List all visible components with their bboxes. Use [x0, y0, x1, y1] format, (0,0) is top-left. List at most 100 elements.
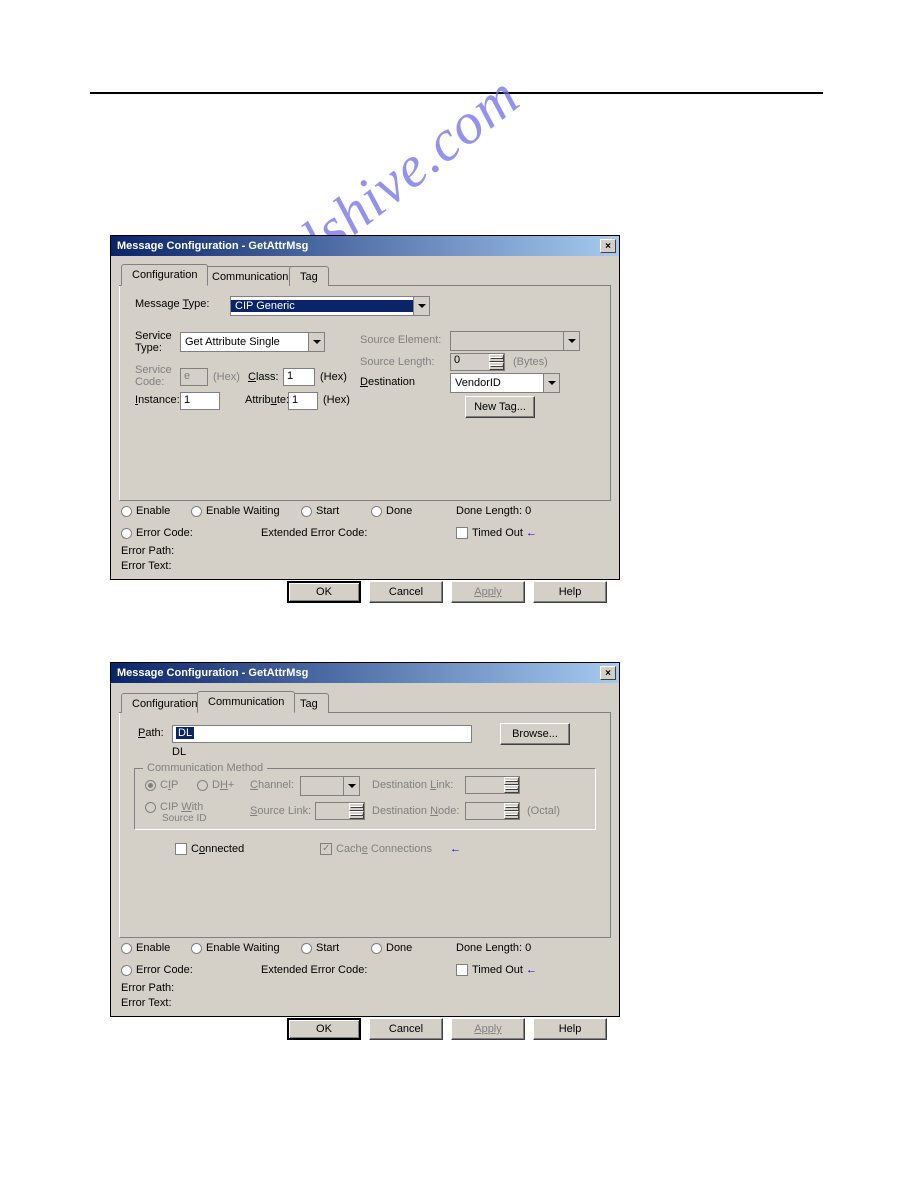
class-input[interactable]: 1	[283, 368, 315, 386]
cancel-label: Cancel	[389, 586, 423, 598]
enable-label: Enable	[136, 942, 170, 954]
spinner-value	[466, 777, 504, 793]
tab-tag[interactable]: Tag	[289, 266, 329, 286]
help-label: Help	[559, 586, 582, 598]
destination-combo[interactable]: VendorID	[450, 373, 560, 393]
titlebar[interactable]: Message Configuration - GetAttrMsg ×	[111, 663, 619, 683]
help-button[interactable]: Help	[533, 581, 607, 603]
ok-label: OK	[316, 586, 332, 598]
status-indicator	[371, 943, 382, 954]
spin-down-icon	[490, 365, 503, 367]
hex-label-2: (Hex)	[320, 371, 347, 383]
tab-label: Communication	[208, 696, 284, 708]
dialog-buttons: OK Cancel Apply Help	[111, 575, 619, 603]
new-tag-label: New Tag...	[474, 401, 526, 413]
dest-node-spinner	[465, 802, 520, 820]
titlebar[interactable]: Message Configuration - GetAttrMsg ×	[111, 236, 619, 256]
radio-icon	[145, 780, 156, 791]
dialog-communication: Message Configuration - GetAttrMsg × Con…	[110, 662, 620, 1017]
timed-out-label: Timed Out	[472, 964, 523, 976]
timed-out-label: Timed Out	[472, 527, 523, 539]
arrow-icon: ←	[526, 964, 537, 976]
close-button[interactable]: ×	[600, 666, 616, 680]
dialog-config: Message Configuration - GetAttrMsg × Con…	[110, 235, 620, 580]
comm-method-title: Communication Method	[143, 762, 267, 774]
tab-label: Configuration	[132, 698, 197, 710]
done-length-value: 0	[525, 505, 531, 517]
path-value: DL	[176, 727, 194, 739]
dest-link-spinner	[465, 776, 520, 794]
channel-combo	[300, 776, 360, 796]
source-element-combo	[450, 331, 580, 351]
spinner-buttons	[504, 803, 519, 819]
enable-label: Enable	[136, 505, 170, 517]
service-type-value: Get Attribute Single	[181, 336, 308, 348]
ok-button[interactable]: OK	[287, 1018, 361, 1040]
browse-button[interactable]: Browse...	[500, 723, 570, 745]
error-code-label: Error Code:	[136, 964, 193, 976]
timed-out-checkbox[interactable]	[456, 964, 468, 976]
radio-icon	[197, 780, 208, 791]
error-path-label: Error Path:	[121, 982, 609, 997]
chevron-down-icon	[348, 784, 356, 788]
status-indicator	[121, 943, 132, 954]
status-indicator	[121, 965, 132, 976]
help-label: Help	[559, 1023, 582, 1035]
tab-label: Configuration	[132, 269, 197, 281]
apply-button[interactable]: Apply	[451, 581, 525, 603]
status-indicator	[191, 943, 202, 954]
close-button[interactable]: ×	[600, 239, 616, 253]
dropdown-button[interactable]	[543, 374, 559, 392]
hex-label-3: (Hex)	[323, 394, 350, 406]
path-input[interactable]: DL	[172, 725, 472, 743]
tab-communication[interactable]: Communication	[201, 266, 299, 286]
dest-node-label: Destination Node:	[372, 805, 459, 817]
enable-waiting-label: Enable Waiting	[206, 942, 280, 954]
timed-out-checkbox[interactable]	[456, 527, 468, 539]
help-button[interactable]: Help	[533, 1018, 607, 1040]
instance-label: Instance:	[135, 394, 180, 406]
instance-input[interactable]: 1	[180, 392, 220, 410]
attribute-input[interactable]: 1	[288, 392, 318, 410]
bytes-label: (Bytes)	[513, 356, 548, 368]
tab-communication[interactable]: Communication	[197, 691, 295, 713]
dropdown-button[interactable]	[413, 297, 429, 315]
ext-error-code-label: Extended Error Code:	[261, 527, 367, 539]
ok-label: OK	[316, 1023, 332, 1035]
connected-label: Connected	[191, 843, 244, 855]
class-label: Class:	[248, 371, 279, 383]
cancel-button[interactable]: Cancel	[369, 581, 443, 603]
status-indicator	[301, 506, 312, 517]
source-id-label: Source ID	[162, 813, 206, 824]
apply-button[interactable]: Apply	[451, 1018, 525, 1040]
service-type-combo[interactable]: Get Attribute Single	[180, 332, 325, 352]
connected-checkbox[interactable]	[175, 843, 187, 855]
new-tag-button[interactable]: New Tag...	[465, 396, 535, 418]
tab-configuration[interactable]: Configuration	[121, 693, 208, 713]
source-link-label: Source Link:	[250, 805, 311, 817]
dropdown-button[interactable]	[308, 333, 324, 351]
error-path-label: Error Path:	[121, 545, 609, 560]
channel-label: Channel:	[250, 779, 294, 791]
message-type-combo[interactable]: CIP Generic	[230, 296, 430, 316]
chevron-down-icon	[418, 304, 426, 308]
ok-button[interactable]: OK	[287, 581, 361, 603]
octal-label: (Octal)	[527, 805, 560, 817]
close-icon: ×	[605, 668, 611, 679]
cancel-button[interactable]: Cancel	[369, 1018, 443, 1040]
status-indicator	[371, 506, 382, 517]
titlebar-text: Message Configuration - GetAttrMsg	[117, 240, 308, 252]
ext-error-code-label: Extended Error Code:	[261, 964, 367, 976]
tab-configuration[interactable]: Configuration	[121, 264, 208, 286]
done-length-label: Done Length:	[456, 505, 522, 517]
status-indicator	[121, 528, 132, 539]
service-code-label: Service Code:	[135, 364, 172, 388]
tab-panel-configuration: Message Type: CIP Generic Service Type: …	[119, 286, 611, 501]
source-length-value: 0	[451, 354, 489, 370]
source-length-label: Source Length:	[360, 356, 435, 368]
radio-icon	[145, 802, 156, 813]
status-indicator	[301, 943, 312, 954]
chevron-down-icon	[548, 381, 556, 385]
chevron-down-icon	[313, 340, 321, 344]
comm-method-group: Communication Method CIP DH+ Channel: De…	[134, 768, 596, 830]
